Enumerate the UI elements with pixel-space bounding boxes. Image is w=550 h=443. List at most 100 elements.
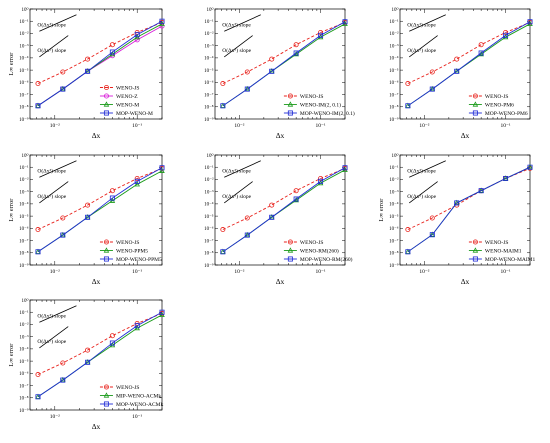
y-tick-label: 10⁻⁴ [204, 202, 214, 208]
series-3 [220, 19, 348, 109]
data-point [35, 372, 41, 378]
x-tick-label: 10⁻² [234, 269, 244, 275]
y-tick-label: 10⁻⁷ [204, 92, 214, 98]
y-tick-label: 10⁻² [204, 31, 214, 37]
chart-panel-3: 10⁻² 10⁻¹ 10⁻⁹ 10⁻⁸ 10⁻⁷ 10⁻⁶ 10⁻⁵ 10⁻⁴ 10⁻³ 10⁻²… [389, 7, 533, 140]
y-tick-label: 10⁻¹ [204, 19, 214, 25]
y-tick-label: 10⁻⁸ [204, 105, 214, 111]
y-tick-label: 10⁻⁵ [389, 68, 399, 74]
data-point [60, 69, 66, 75]
series-3 [35, 309, 165, 400]
series-3 [405, 19, 533, 109]
series-4 [35, 18, 165, 109]
data-point [429, 231, 436, 237]
y-tick-label: 10⁻⁶ [204, 80, 214, 86]
legend-label: MOP-WENO-MAIM1 [485, 257, 536, 263]
data-point [220, 103, 226, 109]
data-point [269, 56, 275, 62]
y-tick-label: 10⁻¹ [19, 165, 29, 171]
y-tick-label: 10⁰ [206, 7, 213, 13]
series-line [407, 166, 531, 253]
chart-panel-2: 10⁻² 10⁻¹ 10⁻⁹ 10⁻⁸ 10⁻⁷ 10⁻⁶ 10⁻⁵ 10⁻⁴ 10⁻³ 10⁻²… [204, 7, 355, 140]
legend-marker [103, 101, 110, 107]
y-tick-label: 10⁻⁸ [204, 251, 214, 257]
legend-marker [103, 85, 109, 91]
x-axis-label: Δx [461, 131, 470, 140]
slope-reference-line [409, 14, 446, 32]
legend-marker [472, 256, 478, 262]
data-point [60, 377, 66, 383]
legend-label: WENO-M [116, 102, 139, 108]
legend-label: MOP-WENO-RM(260) [300, 256, 353, 263]
data-point [35, 249, 41, 255]
data-point [60, 86, 66, 92]
legend: WENO-JS WENO-MAIM1 MOP-WENO-MAIM1 [468, 239, 536, 263]
legend-label: MOP-WENO-ACMk [116, 402, 164, 408]
data-point [109, 49, 115, 55]
data-point [134, 32, 140, 38]
legend: WENO-JS WENO-PM6 MOP-WENO-PM6 [468, 93, 528, 117]
x-tick-label: 10⁻² [419, 123, 429, 129]
y-tick-label: 10⁰ [391, 7, 398, 13]
data-point [159, 18, 165, 24]
x-axis-label: Δx [276, 277, 285, 286]
y-tick-label: 10⁻² [19, 177, 29, 183]
data-point [269, 214, 275, 220]
data-point [244, 69, 250, 75]
data-point [454, 56, 460, 62]
data-point [293, 188, 299, 194]
chart-panel-4: 10⁻² 10⁻¹ 10⁻⁹ 10⁻⁸ 10⁻⁷ 10⁻⁶ 10⁻⁵ 10⁻⁴ 10⁻³ 10⁻²… [8, 153, 165, 286]
y-tick-label: 10⁻⁵ [19, 214, 29, 220]
y-tick-label: 10⁻⁴ [19, 202, 29, 208]
x-tick-label: 10⁻² [419, 269, 429, 275]
y-tick-label: 10⁻¹ [19, 310, 29, 316]
slope-reference-line [224, 35, 253, 58]
chart-panel-6: 10⁻² 10⁻¹ 10⁻⁹ 10⁻⁸ 10⁻⁷ 10⁻⁶ 10⁻⁵ 10⁻⁴ 10⁻³ 10⁻²… [378, 153, 536, 286]
legend: WENO-JS WENO-Z WENO-M MOP-WENO-M [99, 85, 153, 117]
data-point [85, 214, 91, 220]
slope-reference-line [39, 305, 77, 323]
data-point [85, 347, 91, 353]
data-point [405, 81, 411, 87]
data-point [134, 181, 140, 187]
series-line [37, 20, 163, 107]
y-tick-label: 10⁻⁸ [19, 105, 29, 111]
y-tick-label: 10⁻⁶ [19, 371, 29, 377]
y-tick-label: 10⁻¹ [204, 165, 214, 171]
x-tick-label: 10⁻¹ [132, 414, 142, 420]
legend-label: WENO-IM(2, 0.1) [300, 101, 341, 108]
data-point [478, 50, 484, 56]
legend-label: WENO-JS [116, 85, 140, 91]
chart-panel-1: 10⁻² 10⁻¹ 10⁻⁹ 10⁻⁸ 10⁻⁷ 10⁻⁶ 10⁻⁵ 10⁻⁴ 10⁻³ 10⁻²… [8, 7, 165, 140]
plot-frame [29, 299, 163, 411]
legend-label: WENO-JS [116, 240, 140, 246]
series-line [222, 167, 346, 253]
legend-label: WENO-JS [116, 385, 140, 391]
legend-marker [472, 247, 479, 253]
y-tick-label: 10⁻⁵ [19, 68, 29, 74]
x-tick-label: 10⁻² [50, 269, 60, 275]
y-tick-label: 10⁻² [19, 31, 29, 37]
legend-label: WENO-PM6 [485, 102, 514, 108]
y-tick-label: 10⁻³ [19, 43, 29, 49]
legend-marker [472, 110, 478, 116]
series-line [407, 21, 531, 107]
data-point [85, 359, 91, 365]
x-tick-label: 10⁻¹ [316, 269, 326, 275]
slope-reference-line [224, 160, 261, 178]
y-tick-label: 10⁻⁶ [19, 226, 29, 232]
series-line [407, 167, 531, 230]
data-point [220, 81, 226, 87]
x-axis-label: Δx [276, 131, 285, 140]
y-tick-label: 10⁻⁷ [19, 383, 29, 389]
data-point [454, 68, 460, 74]
data-point [502, 33, 509, 40]
y-tick-label: 10⁻⁴ [204, 56, 214, 62]
series-line [222, 21, 346, 107]
data-point [405, 227, 411, 233]
legend-marker [103, 110, 109, 116]
data-point [109, 333, 115, 339]
data-point [527, 19, 533, 25]
